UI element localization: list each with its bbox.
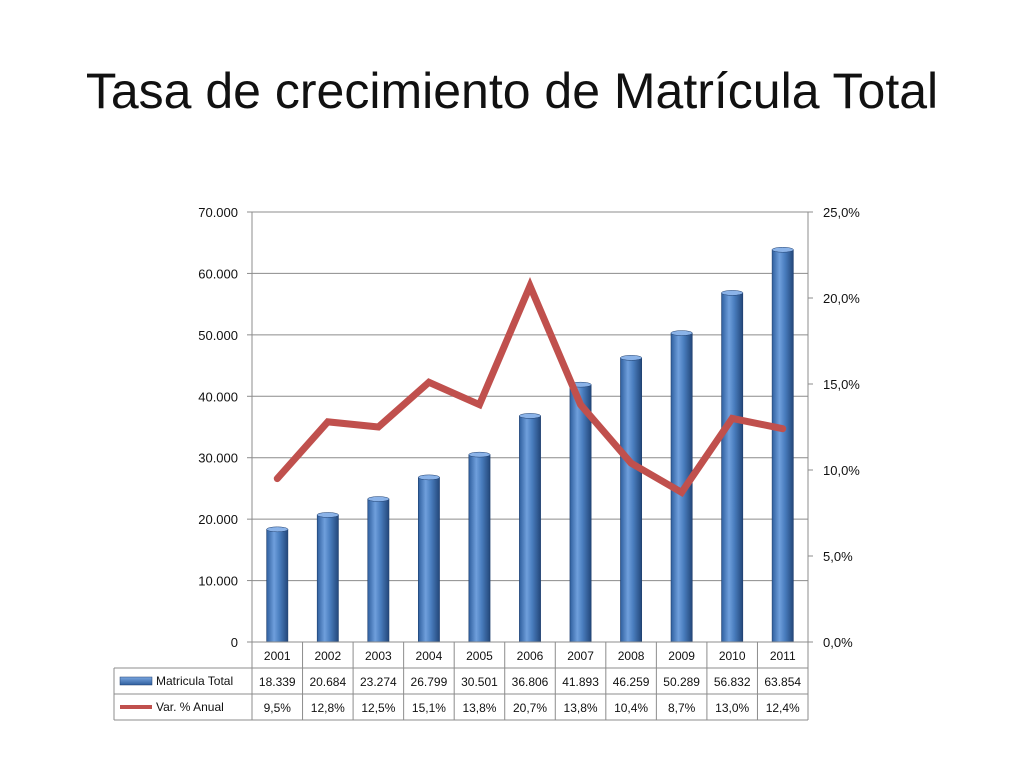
category-label: 2001 <box>264 649 291 663</box>
category-label: 2009 <box>668 649 695 663</box>
bar-value-label: 30.501 <box>461 675 498 689</box>
bar-top <box>316 512 339 518</box>
axes: 0 10.000 20.000 30.000 40.000 50.000 60.000 70.… <box>198 205 860 650</box>
bar-value-label: 50.289 <box>663 675 700 689</box>
category-label: 2008 <box>618 649 645 663</box>
line-value-label: 8,7% <box>668 701 696 715</box>
legend-key-bar <box>119 676 153 686</box>
category-label: 2003 <box>365 649 392 663</box>
line-value-label: 13,8% <box>564 701 598 715</box>
bar-top <box>418 474 440 481</box>
line-value-label: 10,4% <box>614 701 648 715</box>
left-axis-tick-label: 40.000 <box>198 389 238 404</box>
bar-top <box>670 330 693 336</box>
bar-value-label: 20.684 <box>309 675 346 689</box>
category-label: 2002 <box>314 649 341 663</box>
bar <box>367 498 390 643</box>
bar-value-label: 41.893 <box>562 675 599 689</box>
left-axis-tick-label: 70.000 <box>198 205 238 220</box>
bar-top <box>468 451 491 458</box>
bar-value-label: 36.806 <box>512 675 549 689</box>
left-axis-tick-label: 30.000 <box>198 451 238 466</box>
bar <box>519 415 541 643</box>
bar-value-label: 18.339 <box>259 675 296 689</box>
bar-value-label: 26.799 <box>411 675 448 689</box>
category-label: 2011 <box>770 649 796 663</box>
right-axis-tick-label: 10,0% <box>823 463 860 478</box>
bar-series <box>266 247 794 643</box>
left-axis-tick-label: 0 <box>231 635 238 650</box>
line-value-label: 13,8% <box>462 701 496 715</box>
bar-top <box>519 413 541 419</box>
left-axis-tick-label: 60.000 <box>198 266 238 281</box>
bar-top <box>266 526 289 533</box>
slide-title: Tasa de crecimiento de Matrícula Total <box>85 63 939 119</box>
category-label: 2007 <box>567 649 594 663</box>
right-axis-tick-label: 5,0% <box>823 549 853 564</box>
bar <box>721 292 744 643</box>
left-axis-tick-label: 10.000 <box>198 574 238 589</box>
bar-value-label: 46.259 <box>613 675 650 689</box>
line-series <box>273 277 787 498</box>
right-axis-tick-label: 0,0% <box>823 635 853 650</box>
line-value-label: 15,1% <box>412 701 446 715</box>
right-axis-tick-label: 25,0% <box>823 205 860 220</box>
category-label: 2010 <box>719 649 746 663</box>
right-axis-tick-label: 20,0% <box>823 291 860 306</box>
bar-top <box>367 496 390 502</box>
category-label: 2006 <box>517 649 544 663</box>
bar <box>569 384 592 643</box>
right-axis-tick-label: 15,0% <box>823 377 860 392</box>
bar <box>266 529 289 643</box>
bar-top <box>721 290 744 296</box>
category-label: 2004 <box>416 649 443 663</box>
legend-label-line: Var. % Anual <box>156 700 224 714</box>
bar <box>417 477 440 643</box>
left-axis-tick-label: 20.000 <box>198 512 238 527</box>
line-value-label: 12,4% <box>766 701 800 715</box>
left-axis-tick-label: 50.000 <box>198 328 238 343</box>
bar-value-label: 56.832 <box>714 675 751 689</box>
category-label: 2005 <box>466 649 493 663</box>
line-value-label: 12,5% <box>361 701 395 715</box>
bar-value-label: 23.274 <box>360 675 397 689</box>
bar-top <box>620 355 642 361</box>
bar <box>771 249 794 643</box>
bar <box>316 514 339 643</box>
bar <box>468 454 491 643</box>
line-value-label: 12,8% <box>311 701 345 715</box>
line-value-label: 9,5% <box>264 701 292 715</box>
bar <box>620 357 643 643</box>
bar-top <box>771 247 794 253</box>
data-table: 2001 2002 2003 2004 2005 2006 2007 2008 2009 2010… <box>113 641 809 721</box>
bar-value-label: 63.854 <box>764 675 801 689</box>
legend-label-bar: Matricula Total <box>156 674 233 688</box>
line-value-label: 20,7% <box>513 701 547 715</box>
line-value-label: 13,0% <box>715 701 749 715</box>
